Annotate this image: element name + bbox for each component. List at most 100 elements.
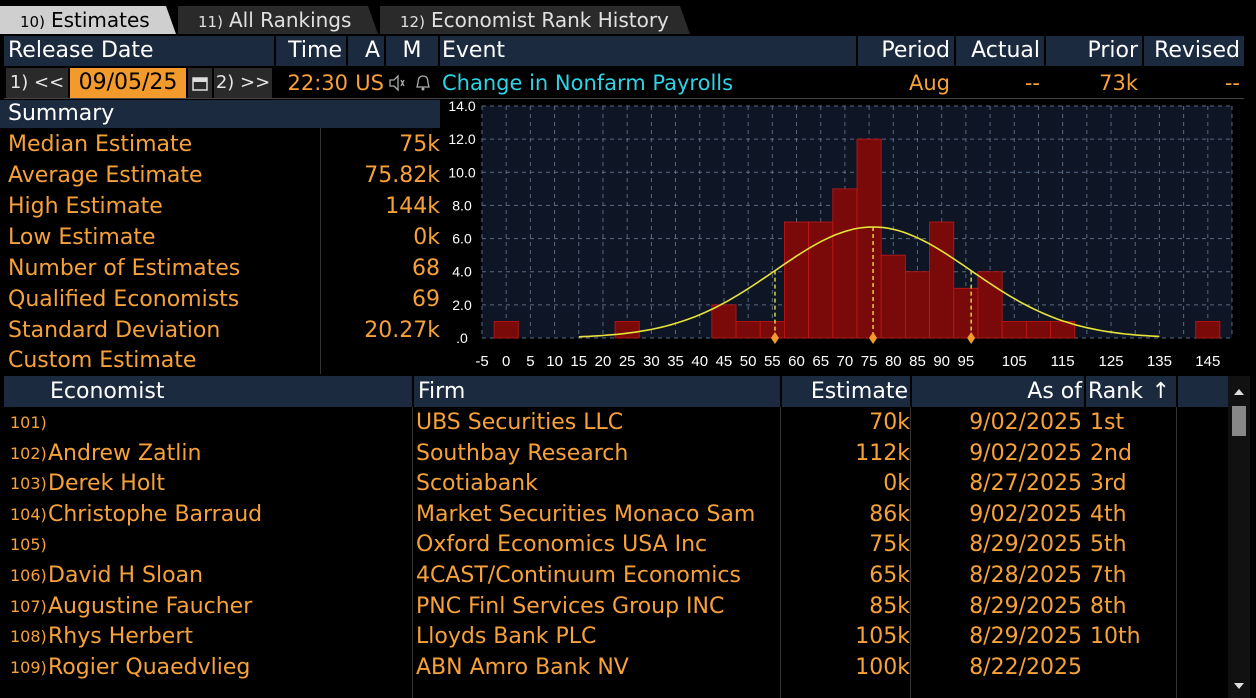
tab-estimates[interactable]: 10) Estimates bbox=[0, 6, 176, 34]
histogram-bar bbox=[856, 138, 882, 339]
as-of-date: 8/28/2025 bbox=[969, 563, 1082, 588]
as-of-date: 8/29/2025 bbox=[969, 593, 1082, 619]
y-tick-label: 4.0 bbox=[452, 264, 472, 280]
estimate-value: 105k bbox=[855, 624, 910, 650]
col-economist[interactable]: Economist bbox=[4, 376, 412, 407]
x-tick-label: 105 bbox=[1002, 353, 1027, 370]
histogram-bar bbox=[880, 254, 906, 339]
table-row[interactable]: 107) Augustine Faucher PNC Finl Services G… bbox=[0, 592, 1256, 623]
header-actual[interactable]: Actual bbox=[956, 36, 1044, 66]
table-row[interactable]: 103) Derek Holt Scotiabank 0k 8/27/2025 3rd bbox=[0, 469, 1256, 500]
next-date-button[interactable]: 2) >> bbox=[214, 68, 272, 98]
histogram-bar bbox=[953, 287, 979, 339]
row-number[interactable]: 104) bbox=[10, 504, 47, 524]
row-number[interactable]: 103) bbox=[10, 474, 47, 494]
estimate-value: 65k bbox=[869, 563, 910, 588]
table-row[interactable]: 102) Andrew Zatlin Southbay Research 112k 9/… bbox=[0, 439, 1256, 470]
calendar-icon[interactable] bbox=[188, 68, 212, 98]
tab-all-rankings[interactable]: 11) All Rankings bbox=[178, 6, 378, 34]
tab-economist-rank-history[interactable]: 12) Economist Rank History bbox=[380, 6, 690, 34]
firm-name: UBS Securities LLC bbox=[416, 410, 624, 435]
histogram-bar bbox=[735, 321, 761, 339]
prev-date-button[interactable]: 1) << bbox=[6, 68, 68, 98]
table-row[interactable]: 109) Rogier Quaedvlieg ABN Amro Bank NV 100… bbox=[0, 653, 1256, 684]
table-row[interactable]: 106) David H Sloan 4CAST/Continuum Economi… bbox=[0, 561, 1256, 592]
row-number[interactable]: 108) bbox=[10, 627, 47, 647]
header-a[interactable]: A bbox=[348, 36, 384, 66]
column-divider bbox=[780, 407, 781, 698]
rank-value: 2nd bbox=[1090, 440, 1132, 466]
x-tick-label: 65 bbox=[812, 353, 829, 370]
summary-row-count: Number of Estimates 68 bbox=[0, 253, 440, 284]
table-row[interactable]: 101) UBS Securities LLC 70k 9/02/2025 1st bbox=[0, 408, 1256, 439]
summary-value: 75k bbox=[399, 132, 440, 157]
economist-name[interactable]: Rhys Herbert bbox=[48, 624, 193, 650]
economist-name[interactable]: Rogier Quaedvlieg bbox=[48, 654, 251, 680]
col-firm[interactable]: Firm bbox=[414, 376, 780, 407]
histogram-bar bbox=[904, 271, 930, 339]
event-prior: 73k bbox=[1099, 71, 1138, 95]
table-row[interactable]: 105) Oxford Economics USA Inc 75k 8/29/2025… bbox=[0, 530, 1256, 561]
header-prior[interactable]: Prior bbox=[1046, 36, 1142, 66]
x-tick-label: 10 bbox=[546, 353, 563, 370]
x-tick-label: 40 bbox=[691, 353, 708, 370]
tab-label: All Rankings bbox=[228, 8, 352, 32]
col-estimate[interactable]: Estimate bbox=[782, 376, 910, 407]
header-event[interactable]: Event bbox=[440, 36, 856, 66]
summary-row-custom[interactable]: Custom Estimate bbox=[0, 345, 440, 376]
speaker-icon[interactable] bbox=[388, 68, 410, 98]
as-of-date: 9/02/2025 bbox=[969, 501, 1082, 527]
col-rank-label: Rank bbox=[1088, 379, 1143, 404]
tab-number: 12) bbox=[400, 13, 425, 31]
histogram-bar bbox=[808, 221, 834, 339]
row-number[interactable]: 107) bbox=[10, 596, 47, 616]
sort-ascending-icon[interactable]: ↑ bbox=[1151, 379, 1170, 404]
y-tick-label: 14.0 bbox=[448, 100, 475, 114]
economist-name[interactable]: Andrew Zatlin bbox=[48, 440, 202, 466]
scrollbar-thumb[interactable] bbox=[1232, 406, 1246, 436]
event-name-link[interactable]: Change in Nonfarm Payrolls bbox=[442, 71, 734, 95]
economist-name[interactable]: Derek Holt bbox=[48, 471, 166, 497]
firm-name: 4CAST/Continuum Economics bbox=[416, 563, 741, 588]
economist-name[interactable]: Augustine Faucher bbox=[48, 593, 253, 619]
economist-name[interactable]: David H Sloan bbox=[48, 563, 204, 588]
histogram-bar bbox=[929, 221, 955, 339]
header-release-date[interactable]: Release Date bbox=[4, 36, 274, 66]
marker-diamond bbox=[967, 332, 976, 344]
release-date-input[interactable]: 09/05/25 bbox=[70, 68, 186, 98]
bell-icon[interactable] bbox=[414, 68, 436, 98]
summary-row-average: Average Estimate 75.82k bbox=[0, 160, 440, 191]
col-as-of[interactable]: As of bbox=[912, 376, 1084, 407]
row-number[interactable]: 102) bbox=[10, 443, 47, 463]
x-tick-label: 20 bbox=[595, 353, 612, 370]
header-m[interactable]: M bbox=[386, 36, 438, 66]
row-number[interactable]: 105) bbox=[10, 535, 47, 555]
summary-label: Standard Deviation bbox=[8, 318, 221, 343]
scrollbar[interactable] bbox=[1228, 376, 1250, 698]
summary-value: 69 bbox=[412, 287, 440, 312]
table-row[interactable]: 108) Rhys Herbert Lloyds Bank PLC 105k 8/29/… bbox=[0, 622, 1256, 653]
rank-value: 3rd bbox=[1090, 471, 1127, 497]
header-revised[interactable]: Revised bbox=[1144, 36, 1244, 66]
x-tick-label: 15 bbox=[570, 353, 587, 370]
economist-name[interactable]: Christophe Barraud bbox=[48, 501, 263, 527]
header-time[interactable]: Time bbox=[276, 36, 346, 66]
row-number[interactable]: 106) bbox=[10, 566, 47, 585]
summary-value: 144k bbox=[385, 194, 440, 219]
table-row[interactable]: 104) Christophe Barraud Market Securities … bbox=[0, 500, 1256, 531]
event-revised: -- bbox=[1224, 71, 1240, 95]
header-period[interactable]: Period bbox=[858, 36, 954, 66]
col-rank[interactable]: Rank ↑ bbox=[1086, 376, 1176, 407]
row-number[interactable]: 109) bbox=[10, 657, 47, 677]
summary-label: Number of Estimates bbox=[8, 256, 241, 281]
summary-value: 20.27k bbox=[364, 318, 440, 343]
x-tick-label: 80 bbox=[885, 353, 902, 370]
event-actual: -- bbox=[1024, 71, 1040, 95]
x-tick-label: 5 bbox=[526, 353, 534, 370]
summary-row-low: Low Estimate 0k bbox=[0, 222, 440, 253]
x-tick-label: 125 bbox=[1099, 353, 1124, 370]
histogram-bar bbox=[614, 321, 640, 339]
firm-name: Scotiabank bbox=[416, 471, 538, 497]
row-number[interactable]: 101) bbox=[10, 413, 47, 432]
x-tick-label: 45 bbox=[716, 353, 733, 370]
